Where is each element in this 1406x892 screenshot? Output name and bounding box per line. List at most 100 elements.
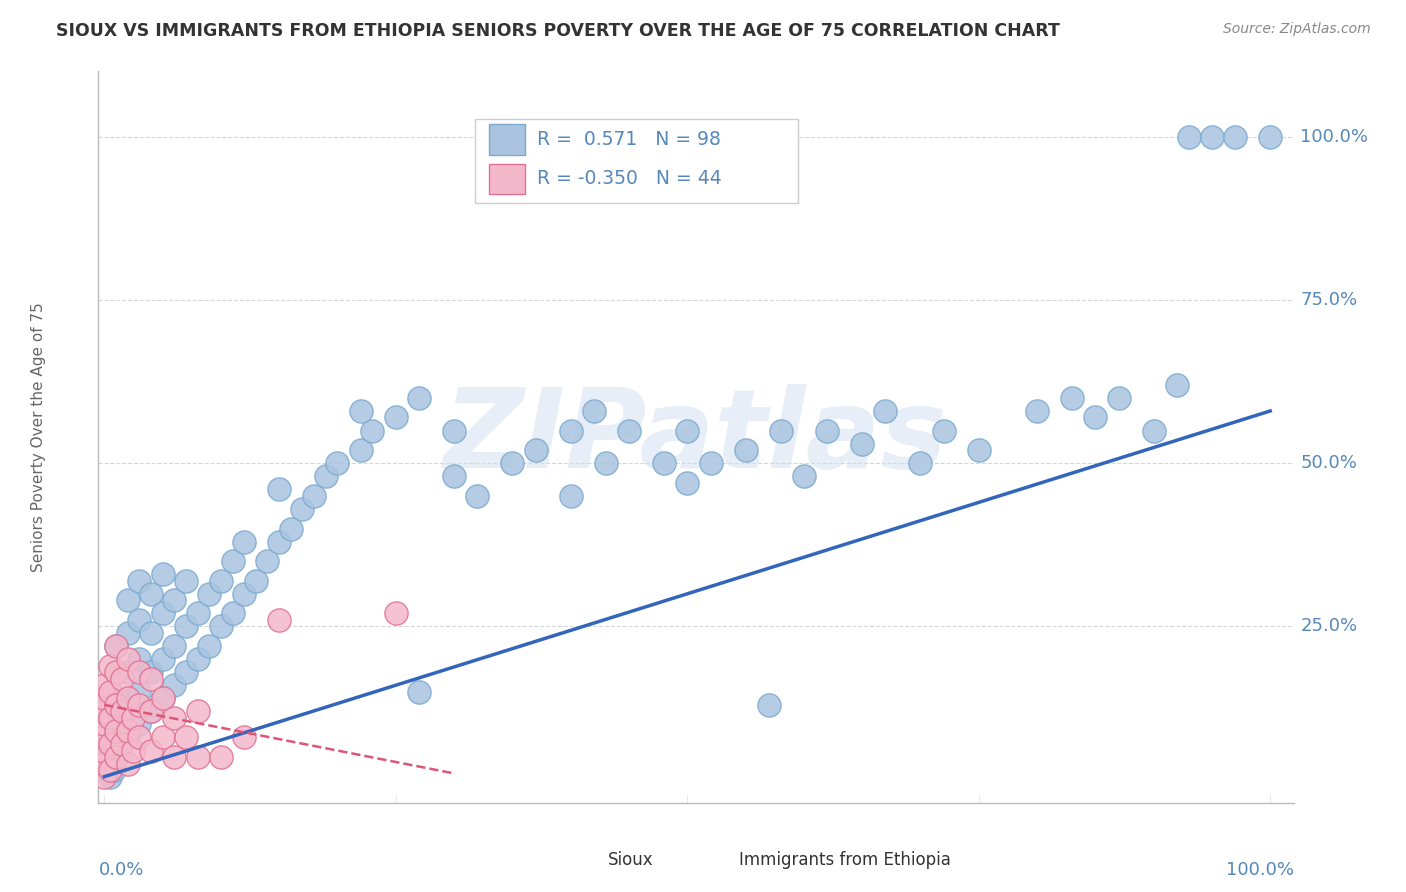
Point (111, 705, 134, 719)
Point (98, 705, 121, 719)
Point (93, 743, 115, 757)
Point (163, 711, 186, 725)
Point (139, 672, 162, 686)
FancyBboxPatch shape (489, 124, 524, 154)
Point (1084, 410, 1107, 425)
Point (139, 705, 162, 719)
Point (122, 743, 145, 757)
Point (676, 475, 699, 490)
Point (93, 756, 115, 771)
Point (245, 574, 267, 588)
Point (233, 587, 256, 601)
Point (350, 443, 373, 458)
Point (103, 763, 125, 777)
Point (269, 613, 291, 627)
Point (163, 593, 186, 607)
Point (326, 456, 349, 470)
Point (967, 443, 990, 458)
Text: Immigrants from Ethiopia: Immigrants from Ethiopia (740, 851, 950, 869)
Point (98, 737, 121, 751)
Point (103, 711, 125, 725)
Point (1166, 377, 1188, 392)
Point (163, 750, 186, 764)
Text: 75.0%: 75.0% (1301, 291, 1358, 309)
Point (361, 424, 384, 438)
Point (104, 750, 127, 764)
Point (98, 658, 121, 673)
Point (699, 456, 721, 470)
Point (98, 770, 121, 784)
Text: 25.0%: 25.0% (1301, 617, 1358, 635)
Point (595, 456, 617, 470)
Point (524, 443, 547, 458)
Point (128, 652, 150, 666)
Point (117, 698, 139, 712)
Text: SIOUX VS IMMIGRANTS FROM ETHIOPIA SENIORS POVERTY OVER THE AGE OF 75 CORRELATION: SIOUX VS IMMIGRANTS FROM ETHIOPIA SENIOR… (56, 22, 1060, 40)
Text: R =  0.571   N = 98: R = 0.571 N = 98 (537, 130, 721, 149)
Point (582, 404, 605, 418)
Point (501, 456, 523, 470)
Point (384, 410, 406, 425)
Point (104, 639, 127, 653)
Point (1177, 129, 1199, 144)
Point (104, 750, 127, 764)
Point (256, 554, 278, 568)
Point (117, 626, 139, 640)
Point (128, 685, 150, 699)
Text: Source: ZipAtlas.com: Source: ZipAtlas.com (1223, 22, 1371, 37)
Point (163, 639, 186, 653)
Point (1142, 424, 1164, 438)
Point (139, 743, 162, 757)
Text: 100.0%: 100.0% (1301, 128, 1368, 145)
Point (793, 469, 815, 483)
Point (98, 711, 121, 725)
Point (117, 731, 139, 745)
Point (221, 554, 243, 568)
Point (98, 756, 121, 771)
Point (104, 665, 127, 680)
Point (408, 685, 430, 699)
Point (152, 567, 174, 582)
Point (128, 613, 150, 627)
Point (98, 763, 121, 777)
Point (93, 691, 115, 706)
Point (221, 607, 243, 621)
Text: Sioux: Sioux (607, 851, 654, 869)
Point (128, 665, 150, 680)
Point (117, 723, 139, 738)
Point (104, 698, 127, 712)
Text: ZIPatlas: ZIPatlas (444, 384, 948, 491)
Point (93, 705, 115, 719)
Point (734, 443, 756, 458)
Point (103, 737, 125, 751)
Point (186, 705, 208, 719)
Point (1060, 391, 1083, 405)
Point (152, 652, 174, 666)
FancyBboxPatch shape (696, 849, 730, 871)
Point (128, 574, 150, 588)
Point (152, 691, 174, 706)
Point (117, 593, 139, 607)
Point (302, 489, 325, 503)
Point (560, 489, 582, 503)
Point (209, 750, 232, 764)
Point (117, 756, 139, 771)
Point (1108, 391, 1130, 405)
Point (104, 691, 127, 706)
Point (128, 698, 150, 712)
Point (152, 607, 174, 621)
Point (350, 404, 373, 418)
Point (1026, 404, 1049, 418)
Point (128, 731, 150, 745)
Point (104, 723, 127, 738)
Point (280, 521, 302, 535)
Point (152, 731, 174, 745)
Point (467, 489, 489, 503)
Point (186, 652, 208, 666)
Point (443, 469, 465, 483)
Point (98, 743, 121, 757)
Point (139, 705, 162, 719)
Point (104, 639, 127, 653)
Point (128, 717, 150, 731)
Point (174, 574, 197, 588)
